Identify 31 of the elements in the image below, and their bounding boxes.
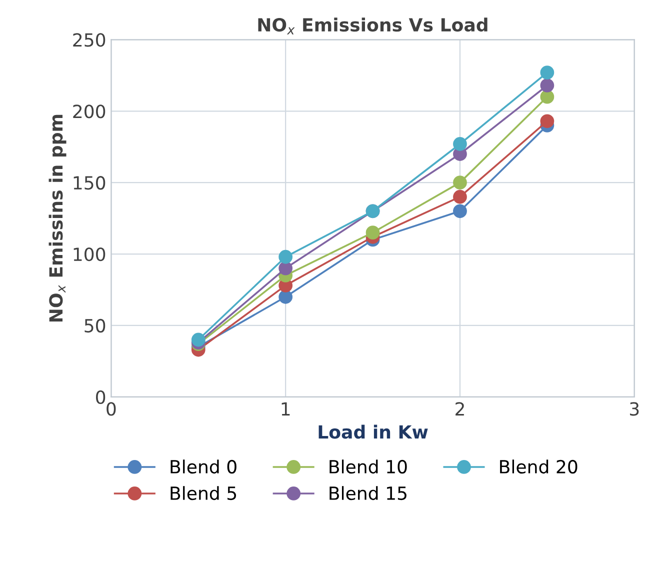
y-axis-title: NO$_{x}$ Emissins in ppm: [48, 114, 66, 322]
y-tick-label: 50: [84, 318, 106, 333]
point: [278, 261, 293, 276]
legend-label: Blend 15: [330, 486, 406, 500]
point: [540, 78, 554, 92]
point: [278, 290, 293, 304]
point: [453, 190, 467, 204]
point: [453, 204, 467, 218]
x-tick-label: 1: [282, 402, 290, 416]
y-tick-label: 100: [74, 247, 106, 262]
x-tick-label: 0: [106, 402, 116, 416]
x-tick-label: 3: [630, 402, 639, 416]
point: [366, 226, 380, 240]
point: [453, 176, 467, 190]
point: [191, 332, 206, 347]
legend-label: Blend 0: [170, 460, 236, 474]
x-axis-title: Load in Kw: [318, 424, 428, 439]
y-tick-label: 0: [96, 390, 106, 404]
point: [453, 137, 467, 151]
point: [540, 114, 554, 128]
legend-label: Blend 20: [500, 460, 578, 474]
x-tick-label: 2: [456, 402, 464, 416]
legend-label: Blend 10: [330, 460, 407, 474]
chart-title: NO$_{x}$ Emissions Vs Load: [258, 18, 488, 34]
y-tick-label: 250: [73, 33, 106, 47]
point: [540, 90, 554, 104]
point: [540, 66, 554, 80]
y-tick-label: 150: [74, 176, 106, 190]
y-tick-label: 200: [73, 104, 106, 118]
legend-label: Blend 5: [170, 486, 236, 500]
point: [278, 250, 293, 264]
